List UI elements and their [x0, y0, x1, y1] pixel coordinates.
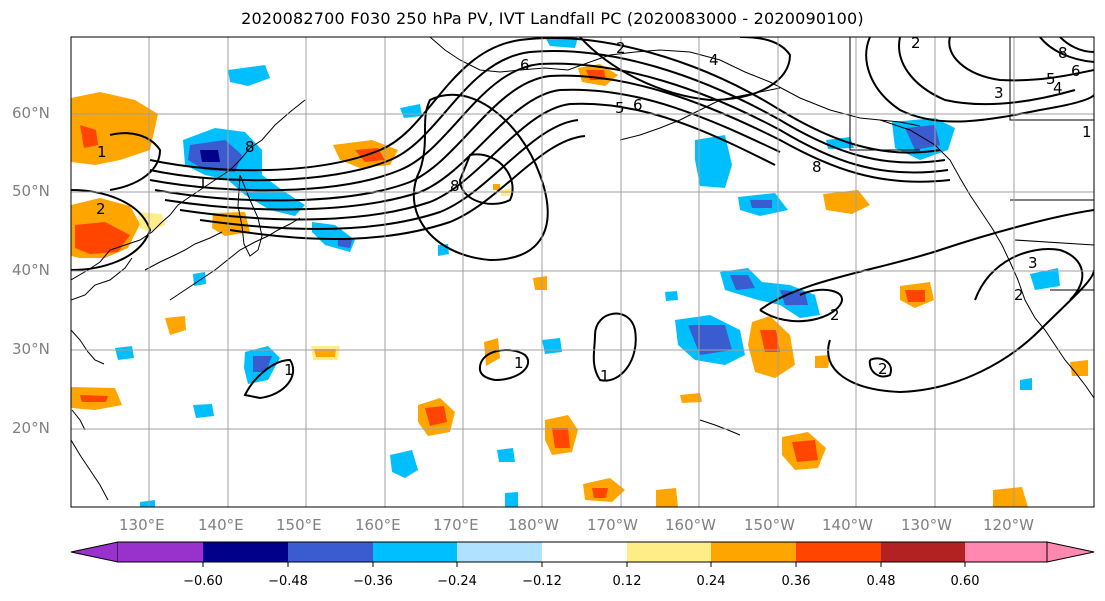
lon-label: 130°W	[901, 516, 952, 534]
contour-label: 4	[709, 51, 719, 69]
colorbar-extend-high	[1046, 541, 1095, 563]
contour-label: 6	[520, 56, 530, 74]
lon-label: 160°W	[665, 516, 716, 534]
colorbar-extend-low	[70, 541, 119, 563]
lon-label: 170°E	[433, 516, 479, 534]
colorbar-tick-label: −0.60	[183, 574, 223, 589]
lon-label: 160°E	[355, 516, 401, 534]
map-title: 2020082700 F030 250 hPa PV, IVT Landfall…	[241, 9, 864, 28]
contour-label: 2	[96, 200, 106, 218]
contour-label: 2	[830, 306, 840, 324]
contour-label: 8	[812, 158, 822, 176]
contour-label: 2	[878, 360, 888, 378]
shading-layer	[71, 37, 1088, 507]
lon-label: 150°W	[744, 516, 795, 534]
colorbar-tick-label: −0.36	[353, 574, 393, 589]
lon-label: 130°E	[119, 516, 165, 534]
contour-label: 4	[1053, 79, 1063, 97]
contour-label: 1	[1082, 123, 1092, 141]
colorbar-tick-label: 0.48	[866, 574, 896, 589]
map-background	[71, 37, 1094, 507]
coastlines	[71, 37, 1094, 501]
contour-label: 5	[1046, 70, 1056, 88]
contour-label: 1	[600, 367, 610, 385]
lon-label: 150°E	[276, 516, 322, 534]
lat-label: 50°N	[12, 182, 50, 200]
lat-label: 20°N	[12, 419, 50, 437]
lon-label: 140°E	[198, 516, 244, 534]
contour-label: 8	[450, 177, 460, 195]
colorbar-tick-label: 0.12	[612, 574, 642, 589]
colorbar-tick-label: 0.36	[781, 574, 811, 589]
contour-label: 6	[633, 96, 643, 114]
lat-label: 40°N	[12, 261, 50, 279]
contour-label: 1	[97, 143, 107, 161]
lon-label: 170°W	[587, 516, 638, 534]
contour-label: 1	[284, 361, 294, 379]
contour-label: 1	[198, 174, 208, 192]
colorbar-tick-label: −0.48	[268, 574, 308, 589]
contour-label: 2	[616, 39, 626, 57]
contour-label: 6	[1071, 62, 1081, 80]
lon-label: 180°W	[508, 516, 559, 534]
contour-layer	[71, 37, 1094, 400]
colorbar-tick-label: −0.12	[522, 574, 562, 589]
contour-label: 5	[615, 99, 625, 117]
colorbar-tick-label: −0.24	[437, 574, 477, 589]
lat-label: 60°N	[12, 104, 50, 122]
lon-label: 120°W	[983, 516, 1034, 534]
colorbar-tick-label: 0.24	[696, 574, 726, 589]
contour-label: 2	[1014, 286, 1024, 304]
contour-label: 2	[911, 34, 921, 52]
contour-label: 8	[1058, 44, 1068, 62]
colorbar-tick-label: 0.60	[950, 574, 980, 589]
contour-label: 3	[1028, 254, 1038, 272]
contour-label: 8	[245, 138, 255, 156]
graticule	[71, 37, 1094, 507]
colorbar	[70, 541, 1095, 567]
contour-label: 1	[514, 354, 524, 372]
contour-label: 3	[994, 84, 1004, 102]
lat-label: 30°N	[12, 340, 50, 358]
map-frame	[70, 36, 1095, 508]
contour-labels: 1 2 1 8 6 5 6 2 4 8 2 4 3 1 5 6 8 8 1 1 …	[96, 34, 1092, 385]
lon-label: 140°W	[822, 516, 873, 534]
